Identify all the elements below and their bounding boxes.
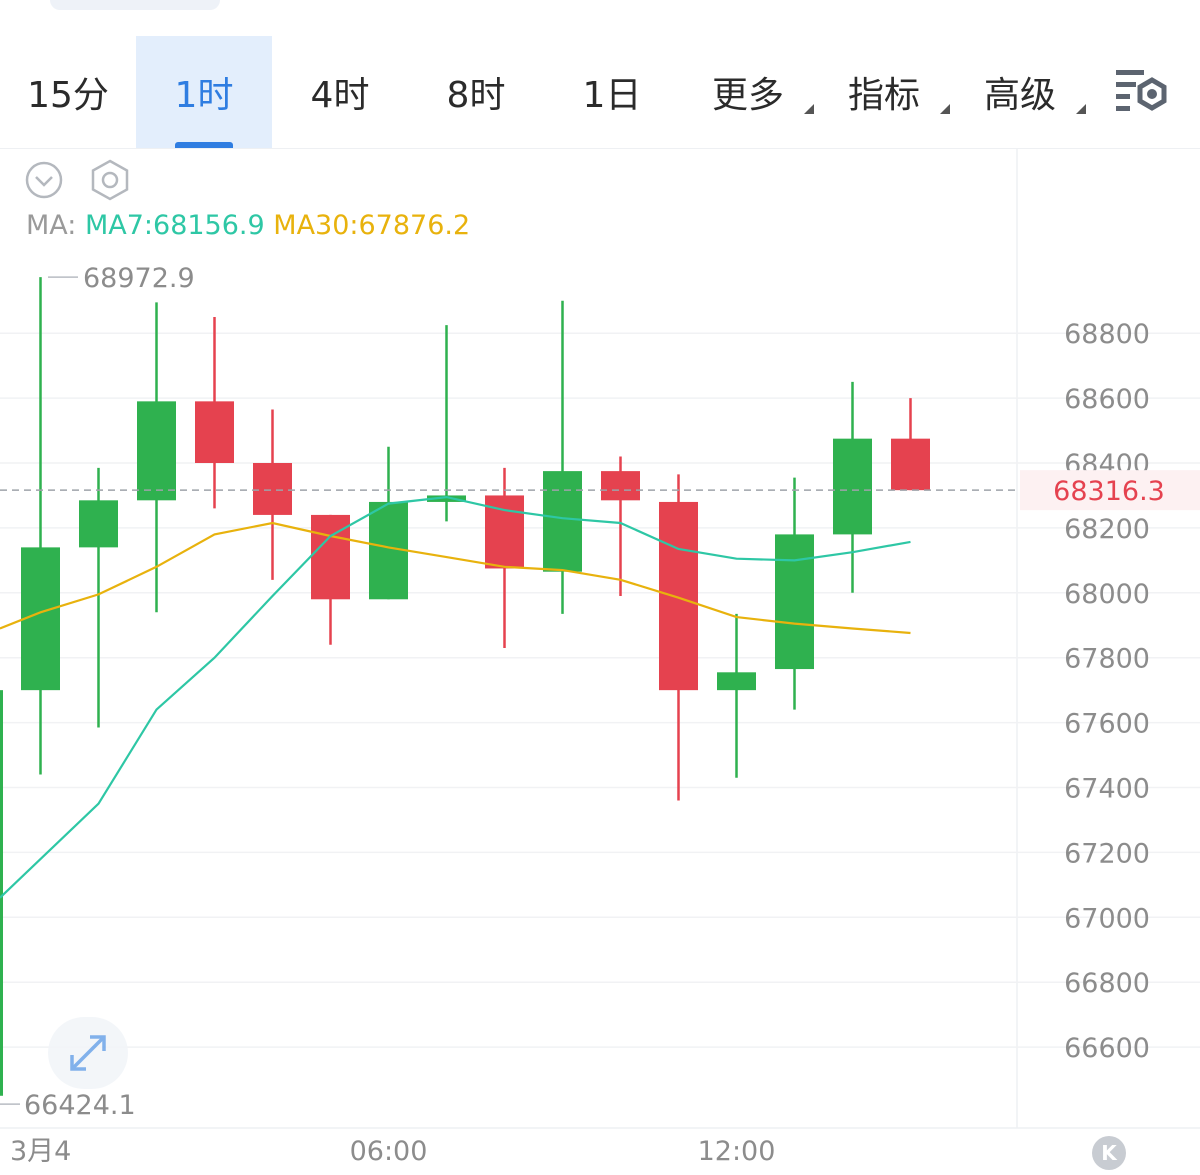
y-tick-label: 68800	[1064, 319, 1150, 350]
dropdown-caret-icon	[1076, 104, 1086, 114]
expand-arrows-icon	[70, 1035, 106, 1071]
candle-body[interactable]	[659, 501, 698, 691]
current-price-label: 68316.3	[1053, 476, 1165, 507]
tab-2[interactable]: 4时	[272, 36, 408, 148]
interval-tab-bar: 15分 1时 4时 8时 1日 更多 指标 高级	[0, 36, 1200, 149]
tab-label: 1日	[582, 75, 642, 116]
tab-label: 4时	[310, 75, 370, 116]
tab-label: 更多	[711, 75, 784, 116]
hexagon-gear-icon[interactable]	[88, 158, 132, 202]
candle-body[interactable]	[21, 547, 60, 691]
candle-body[interactable]	[427, 495, 466, 502]
y-tick-label: 67400	[1064, 774, 1150, 805]
current-price-label-bg	[1020, 470, 1200, 511]
ma30-line	[0, 521, 911, 635]
top-handle	[50, 0, 220, 10]
tab-5[interactable]: 更多	[680, 36, 816, 148]
y-tick-label: 67200	[1064, 838, 1150, 869]
chevron-down-circle-icon[interactable]	[24, 160, 64, 200]
ma30-value: MA30:67876.2	[273, 210, 471, 241]
candle-body[interactable]	[137, 401, 176, 501]
y-tick-label: 68000	[1064, 579, 1150, 610]
candle-body-partial	[0, 690, 3, 1096]
ma-legend: MA: MA7:68156.9 MA30:67876.2	[26, 210, 470, 241]
tab-label: 指标	[847, 75, 920, 116]
active-tab-indicator	[175, 142, 233, 148]
dropdown-caret-icon	[940, 104, 950, 114]
tab-label: 1时	[174, 75, 234, 116]
candle-body[interactable]	[79, 500, 118, 548]
tab-label: 8时	[446, 75, 506, 116]
tab-label: 15分	[27, 75, 109, 116]
expand-button[interactable]	[48, 1017, 128, 1089]
candle-body[interactable]	[775, 534, 814, 670]
tab-label: 高级	[983, 75, 1056, 116]
dropdown-caret-icon	[804, 104, 814, 114]
candle-body[interactable]	[601, 471, 640, 501]
candlestick-chart[interactable]: 6880068600684006820068000678006760067400…	[0, 148, 1200, 1175]
candle-body[interactable]	[717, 672, 756, 691]
candle-body[interactable]	[253, 463, 292, 515]
high-value-label: 68972.9	[83, 263, 195, 294]
candle-body[interactable]	[833, 438, 872, 535]
ma7-value: MA7:68156.9	[84, 210, 265, 241]
y-tick-label: 68200	[1064, 514, 1150, 545]
tab-6[interactable]: 指标	[816, 36, 952, 148]
y-tick-label: 66800	[1064, 968, 1150, 999]
chart-settings-icon[interactable]	[1112, 66, 1172, 120]
ma-label: MA:	[26, 210, 77, 241]
x-tick-label: 12:00	[698, 1136, 776, 1167]
y-tick-label: 67800	[1064, 644, 1150, 675]
tab-7[interactable]: 高级	[952, 36, 1088, 148]
candle-body[interactable]	[543, 471, 582, 572]
candle-body[interactable]	[891, 438, 930, 491]
y-tick-label: 67000	[1064, 903, 1150, 934]
x-tick-label: 3月4	[10, 1136, 71, 1167]
tab-4[interactable]: 1日	[544, 36, 680, 148]
low-value-label: 66424.1	[24, 1090, 136, 1121]
y-tick-label: 67600	[1064, 709, 1150, 740]
tab-0[interactable]: 15分	[0, 36, 136, 148]
ma7-line	[0, 495, 911, 899]
y-tick-label: 68600	[1064, 384, 1150, 415]
tab-1[interactable]: 1时	[136, 36, 272, 148]
x-tick-label: 06:00	[350, 1136, 428, 1167]
y-tick-label: 66600	[1064, 1033, 1150, 1064]
tab-3[interactable]: 8时	[408, 36, 544, 148]
kline-toggle-button[interactable]: K	[1092, 1136, 1126, 1170]
candle-body[interactable]	[195, 401, 234, 463]
